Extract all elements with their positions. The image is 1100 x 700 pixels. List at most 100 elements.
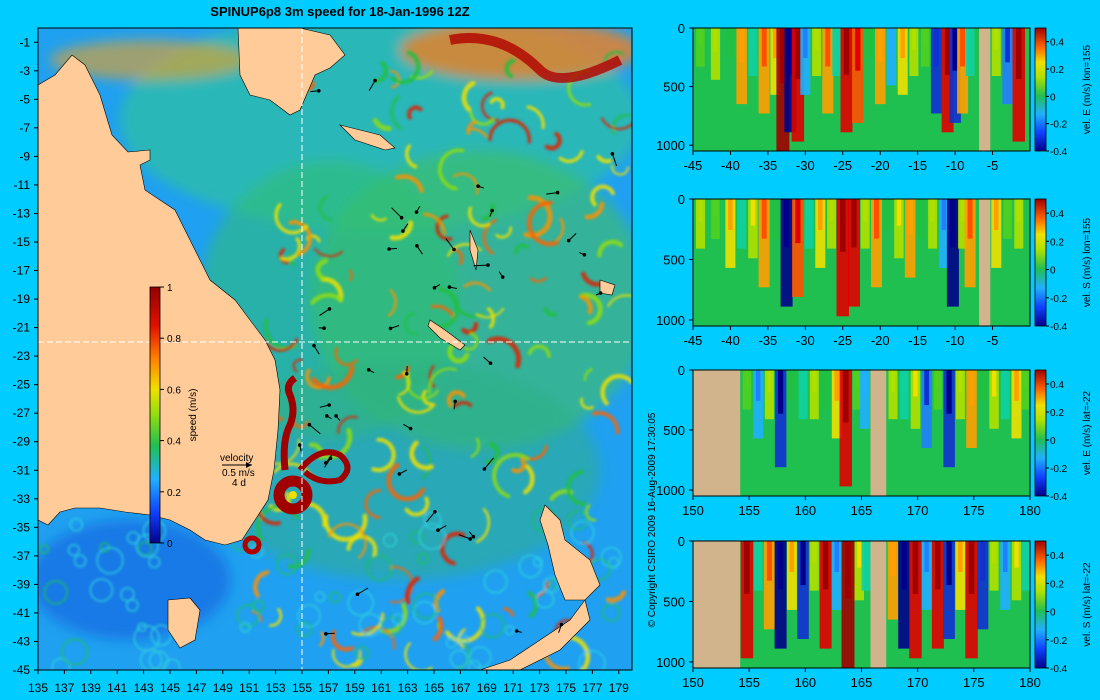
eddy-filament bbox=[320, 276, 344, 303]
section-y-tick-label: 1000 bbox=[656, 138, 685, 153]
map-lon-tick-label: 159 bbox=[345, 681, 365, 695]
section-column-core bbox=[890, 370, 895, 393]
section-column-core bbox=[981, 370, 985, 384]
land-vanuatu bbox=[469, 229, 479, 271]
eddy-filament bbox=[310, 293, 343, 305]
section-column-core bbox=[1016, 28, 1022, 80]
eddy-filament bbox=[489, 96, 505, 110]
eddy-filament bbox=[453, 401, 473, 408]
velocity-vector bbox=[611, 153, 618, 167]
map-strong-features bbox=[242, 33, 623, 555]
eddy-filament bbox=[331, 649, 362, 668]
section-column bbox=[786, 541, 797, 610]
section-column-core bbox=[834, 541, 839, 572]
velocity-vector-head bbox=[397, 472, 402, 476]
velocity-vector-head bbox=[432, 285, 437, 290]
eddy-filament bbox=[390, 50, 421, 85]
eddy-filament bbox=[605, 590, 627, 603]
eddy-filament bbox=[334, 347, 358, 366]
section-column-core bbox=[1023, 370, 1028, 388]
velocity-key-speed: 0.5 m/s bbox=[222, 468, 255, 479]
section-colorbar-tick-label: 0.2 bbox=[1050, 579, 1064, 590]
section-column bbox=[933, 370, 943, 410]
velocity-vector-head bbox=[355, 592, 360, 597]
eddy-filament bbox=[438, 148, 465, 191]
section-column bbox=[897, 28, 908, 95]
section-x-tick-label: 165 bbox=[851, 503, 873, 518]
section-x-tick-label: -10 bbox=[946, 158, 965, 173]
eddy-ring bbox=[38, 543, 50, 555]
section-column-core bbox=[812, 370, 817, 393]
eddy-filament bbox=[403, 312, 418, 336]
velocity-vector-head bbox=[408, 426, 413, 431]
section-column-core bbox=[958, 370, 963, 393]
velocity-vector-head bbox=[325, 414, 329, 418]
section-x-tick-label: -30 bbox=[796, 333, 815, 348]
section-x-tick-label: 170 bbox=[907, 503, 929, 518]
velocity-vector-head bbox=[307, 422, 312, 427]
section-column-core bbox=[822, 541, 829, 590]
section-x-tick-label: -10 bbox=[946, 333, 965, 348]
section-x-tick-label: 175 bbox=[963, 675, 985, 690]
map-frame bbox=[37, 27, 633, 671]
eddy-filament bbox=[330, 629, 354, 652]
section-column bbox=[821, 370, 830, 410]
section-column-core bbox=[930, 199, 935, 222]
section-column-core bbox=[901, 541, 907, 590]
section-x-tick-label: 150 bbox=[682, 503, 704, 518]
section-x-tick-label: 180 bbox=[1019, 675, 1041, 690]
velocity-vector-head bbox=[582, 253, 587, 257]
section-column bbox=[711, 199, 720, 239]
eddy-filament bbox=[468, 206, 491, 228]
section-column bbox=[848, 199, 860, 307]
eddy-ring bbox=[60, 638, 89, 666]
velocity-vector-head bbox=[486, 263, 490, 267]
section-column bbox=[1014, 199, 1024, 249]
section-colorbar-tick-label: -0.4 bbox=[1050, 322, 1068, 333]
eddy-filament bbox=[311, 365, 355, 390]
section-column bbox=[831, 370, 842, 439]
section-column bbox=[989, 370, 999, 429]
section-column bbox=[931, 541, 944, 649]
section-column-core bbox=[902, 370, 907, 393]
velocity-vector-head bbox=[399, 215, 404, 220]
section-column-core bbox=[773, 199, 778, 217]
section-colorbar bbox=[1034, 540, 1047, 669]
map-lon-tick-label: 179 bbox=[609, 681, 629, 695]
section-column bbox=[860, 199, 870, 249]
eddy-filament bbox=[288, 220, 313, 256]
velocity-vector bbox=[445, 238, 455, 250]
section-x-tick-label: -20 bbox=[871, 333, 890, 348]
velocity-vector bbox=[473, 264, 489, 267]
map-lon-tick-label: 161 bbox=[371, 681, 391, 695]
velocity-vector-head bbox=[327, 307, 332, 311]
eddy-ring bbox=[73, 554, 87, 568]
eddy-filament bbox=[583, 368, 593, 381]
section-column bbox=[920, 28, 930, 67]
map-lon-tick-label: 143 bbox=[134, 681, 154, 695]
map-ocean-shading bbox=[38, 28, 632, 640]
section-x-tick-label: -35 bbox=[758, 333, 777, 348]
section-column-core bbox=[991, 370, 997, 397]
map-lat-tick-label: -7 bbox=[19, 121, 30, 135]
section-column-core bbox=[874, 199, 879, 239]
section-panels: -45 -40 -35 -30 -25 -20 -15 -10 -5 0 500 1000 0.4 0.2… bbox=[656, 21, 1093, 690]
eddy-ring bbox=[135, 533, 160, 558]
velocity-vector-head bbox=[297, 443, 302, 447]
eddy-ring bbox=[410, 530, 424, 545]
section-colorbar-tick-label: -0.2 bbox=[1050, 464, 1068, 475]
section-column-core bbox=[912, 541, 919, 594]
eddy-filament bbox=[404, 642, 433, 670]
velocity-vector-head bbox=[322, 326, 326, 331]
map-lon-tick-label: 173 bbox=[530, 681, 550, 695]
section-land-mask bbox=[979, 28, 991, 151]
map-lat-tick-label: -31 bbox=[13, 463, 31, 477]
section-column-core bbox=[969, 370, 974, 406]
map-lon-tick-label: 147 bbox=[186, 681, 206, 695]
map-lat-axis: -1 -3 -5 -7 -9 -11 -13 -15 -17 -19 -21 -23 -25 -27 -29… bbox=[13, 35, 38, 677]
eddy-ring bbox=[296, 621, 313, 638]
velocity-vector-head bbox=[387, 247, 391, 251]
velocity-vector-head bbox=[388, 326, 393, 331]
section-column-core bbox=[968, 541, 975, 594]
section-column bbox=[871, 199, 882, 288]
